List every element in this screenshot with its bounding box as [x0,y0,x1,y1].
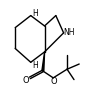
Text: H: H [33,61,38,70]
Text: O: O [51,77,57,86]
Text: H: H [33,9,38,18]
Text: NH: NH [63,27,75,37]
Polygon shape [42,52,45,71]
Text: O: O [23,76,29,85]
